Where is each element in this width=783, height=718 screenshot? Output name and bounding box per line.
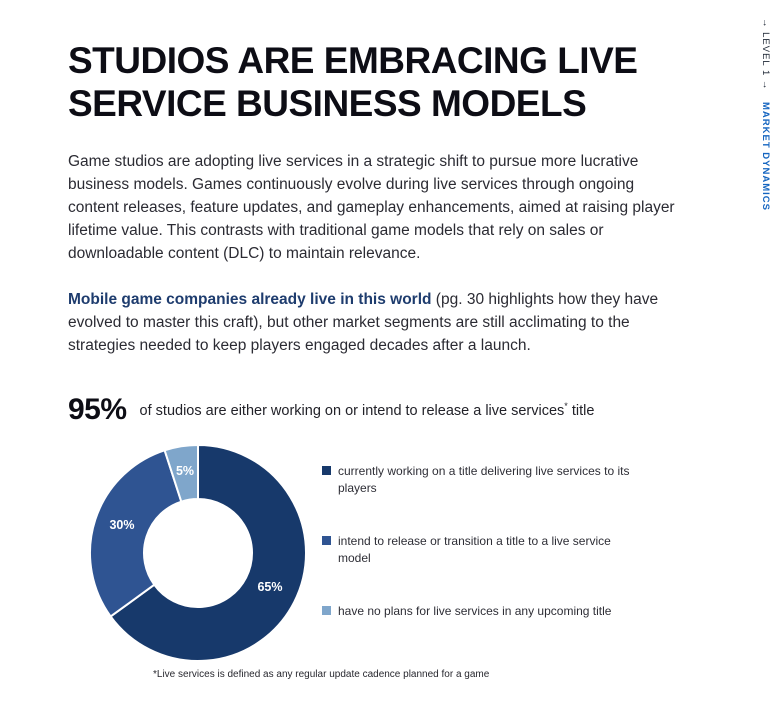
page-title-line2: SERVICE BUSINESS MODELS bbox=[68, 82, 587, 124]
legend-swatch-icon bbox=[322, 606, 331, 616]
section-label: MARKET DYNAMICS bbox=[760, 102, 771, 212]
level-label: → LEVEL 1 → bbox=[760, 18, 771, 91]
legend-item-intend-to-release: intend to release or transition a title … bbox=[322, 533, 644, 567]
donut-label-5: 5% bbox=[176, 464, 194, 478]
legend-item-label: intend to release or transition a title … bbox=[338, 534, 611, 566]
chart-footnote: *Live services is defined as any regular… bbox=[153, 669, 490, 681]
chart-legend: currently working on a title delivering … bbox=[322, 441, 644, 620]
donut-segment-30 bbox=[89, 449, 183, 618]
insight-rest-text: (pg. 30 highlights how they have evolved… bbox=[68, 291, 659, 355]
chart-section: 65% 30% 5% currently working on a title … bbox=[68, 441, 693, 665]
stat-value: 95% bbox=[68, 393, 127, 427]
insight-lead-text: Mobile game companies already live in th… bbox=[68, 291, 432, 309]
report-page: STUDIOS ARE EMBRACING LIVE SERVICE BUSIN… bbox=[68, 40, 693, 681]
intro-paragraph: Game studios are adopting live services … bbox=[68, 153, 675, 263]
legend-item-no-plans: have no plans for live services in any u… bbox=[322, 603, 644, 620]
legend-swatch-icon bbox=[322, 466, 331, 476]
donut-segment-5 bbox=[163, 444, 199, 503]
legend-item-label: currently working on a title delivering … bbox=[338, 464, 630, 496]
stat-caption-text: of studios are either working on or inte… bbox=[139, 403, 565, 419]
insight-paragraph: Mobile game companies already live in th… bbox=[68, 288, 688, 357]
legend-item-label: have no plans for live services in any u… bbox=[338, 604, 612, 619]
stat-caption: of studios are either working on or inte… bbox=[140, 401, 595, 419]
stat-caption-suffix: title bbox=[567, 403, 595, 419]
page-title-line1: STUDIOS ARE EMBRACING LIVE bbox=[68, 40, 638, 81]
page-edge-tab: → LEVEL 1 → MARKET DYNAMICS bbox=[760, 18, 771, 211]
stat-caption-asterisk: * bbox=[564, 401, 568, 412]
legend-swatch-icon bbox=[322, 536, 331, 546]
page-title: STUDIOS ARE EMBRACING LIVE SERVICE BUSIN… bbox=[68, 40, 693, 125]
donut-segment-65 bbox=[109, 444, 307, 663]
donut-chart-svg: 65% 30% 5% bbox=[89, 444, 307, 663]
legend-swatch-rect bbox=[322, 466, 331, 476]
donut-label-65: 65% bbox=[257, 580, 282, 594]
legend-swatch-rect bbox=[322, 536, 331, 546]
legend-swatch-rect bbox=[322, 606, 331, 616]
stat-row: 95% of studios are either working on or … bbox=[68, 393, 693, 427]
donut-chart: 65% 30% 5% bbox=[86, 441, 310, 665]
legend-item-currently-working: currently working on a title delivering … bbox=[322, 463, 644, 497]
donut-label-30: 30% bbox=[109, 518, 134, 532]
